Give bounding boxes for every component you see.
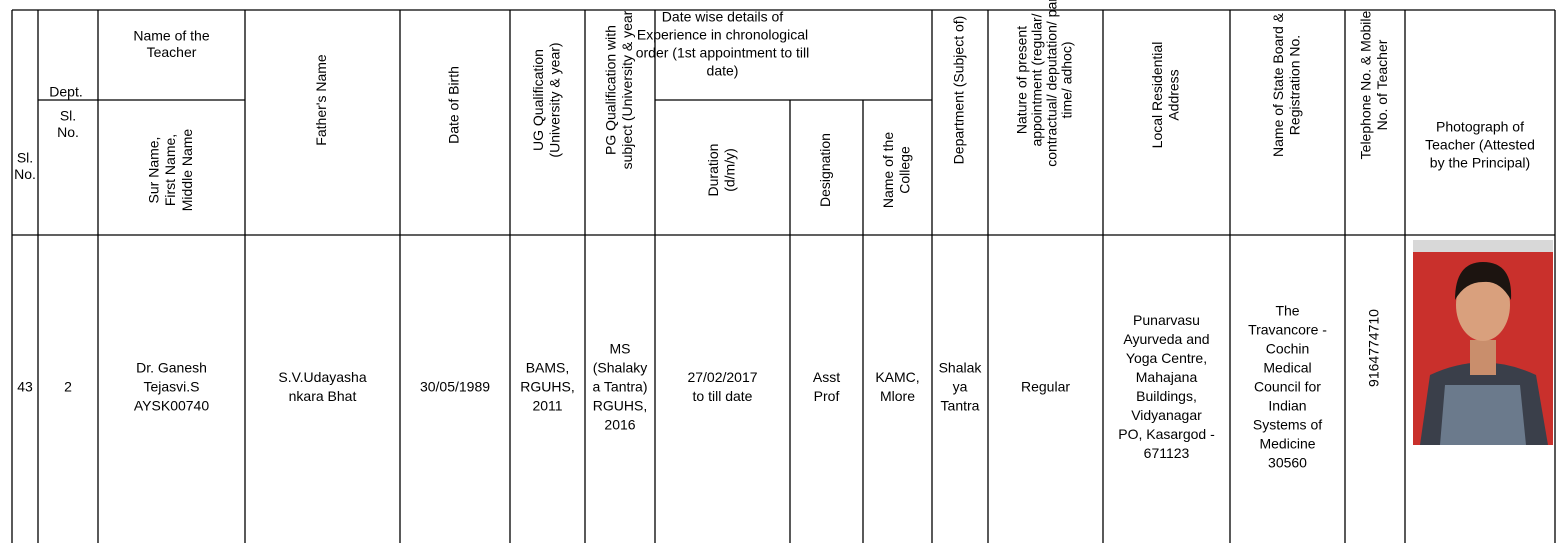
- cell: PO, Kasargod -: [1118, 426, 1215, 442]
- cell: 2016: [604, 417, 635, 433]
- cell: Mahajana: [1136, 369, 1198, 385]
- cell: a Tantra): [593, 379, 648, 395]
- cell: ya: [953, 379, 968, 395]
- cell: 30560: [1268, 455, 1307, 471]
- header: Date of Birth: [446, 66, 462, 144]
- header: (d/m/y): [722, 148, 738, 192]
- header: contractual/ deputation/ part: [1044, 0, 1060, 167]
- header: order (1st appointment to till: [636, 45, 810, 61]
- header: Father's Name: [313, 54, 329, 146]
- header: date): [707, 63, 739, 79]
- header: Nature of present: [1014, 26, 1030, 134]
- header: Duration: [705, 144, 721, 197]
- cell: 43: [17, 379, 33, 395]
- header: Name of the: [880, 132, 896, 208]
- cell: Ayurveda and: [1123, 331, 1209, 347]
- cell: Systems of: [1253, 417, 1322, 433]
- header: No. of Teacher: [1374, 39, 1390, 130]
- header: Middle Name: [179, 129, 195, 212]
- header: No.: [57, 124, 79, 140]
- header: Dept.: [49, 84, 82, 100]
- cell: 27/02/2017: [687, 369, 757, 385]
- header: First Name,: [162, 134, 178, 206]
- header: Telephone No. & Mobile: [1357, 10, 1373, 159]
- cell: Council for: [1254, 379, 1321, 395]
- cell: nkara Bhat: [289, 388, 357, 404]
- header: by the Principal): [1430, 155, 1530, 171]
- cell: RGUHS,: [593, 398, 647, 414]
- header: No.: [14, 166, 36, 182]
- cell: S.V.Udayasha: [278, 369, 366, 385]
- cell: The: [1275, 303, 1299, 319]
- cell: Yoga Centre,: [1126, 350, 1207, 366]
- header: UG Qualification: [530, 49, 546, 151]
- cell: Tantra: [941, 398, 980, 414]
- cell: KAMC,: [875, 369, 919, 385]
- cell: Indian: [1268, 398, 1306, 414]
- cell: 30/05/1989: [420, 379, 490, 395]
- cell: Buildings,: [1136, 388, 1197, 404]
- cell: RGUHS,: [520, 379, 574, 395]
- header: Teacher (Attested: [1425, 137, 1535, 153]
- header: Sl.: [17, 149, 33, 165]
- header: Sl.: [60, 107, 76, 123]
- header: Registration No.: [1287, 35, 1303, 135]
- cell: Tejasvi.S: [143, 379, 199, 395]
- photo: [1413, 240, 1553, 445]
- header: Sur Name,: [145, 137, 161, 204]
- cell: Travancore -: [1248, 322, 1327, 338]
- header: Photograph of: [1436, 119, 1524, 135]
- cell: Medical: [1263, 360, 1311, 376]
- cell: AYSK00740: [134, 398, 209, 414]
- header: Name of the: [133, 27, 209, 43]
- cell: Vidyanagar: [1131, 407, 1202, 423]
- cell: Punarvasu: [1133, 312, 1200, 328]
- cell: 9164774710: [1366, 309, 1382, 387]
- cell: 671123: [1144, 445, 1190, 461]
- cell: BAMS,: [526, 360, 570, 376]
- header: College: [897, 146, 913, 194]
- cell: (Shalaky: [593, 360, 647, 376]
- header: PG Qualification with: [602, 25, 618, 155]
- cell: Mlore: [880, 388, 915, 404]
- header: Experience in chronological: [637, 27, 808, 43]
- header: subject (University & year: [619, 10, 635, 169]
- cell: Shalak: [939, 360, 983, 376]
- header: Designation: [817, 133, 833, 207]
- header: (University & year): [547, 42, 563, 157]
- header: Teacher: [147, 44, 197, 60]
- header: Local Residential: [1149, 42, 1165, 149]
- cell: Medicine: [1259, 436, 1315, 452]
- header: Date wise details of: [662, 9, 784, 25]
- header: appointment (regular/: [1029, 13, 1045, 146]
- cell: Dr. Ganesh: [136, 360, 207, 376]
- cell: 2: [64, 379, 72, 395]
- header: Address: [1166, 69, 1182, 120]
- cell: Asst: [813, 369, 840, 385]
- cell: MS: [610, 341, 631, 357]
- header: Name of State Board &: [1270, 12, 1286, 157]
- cell: Cochin: [1266, 341, 1310, 357]
- header: Department (Subject of): [951, 16, 967, 165]
- cell: 2011: [532, 398, 562, 414]
- cell: Regular: [1021, 379, 1070, 395]
- cell: Prof: [814, 388, 840, 404]
- header: time/ adhoc): [1059, 41, 1075, 118]
- cell: to till date: [693, 388, 753, 404]
